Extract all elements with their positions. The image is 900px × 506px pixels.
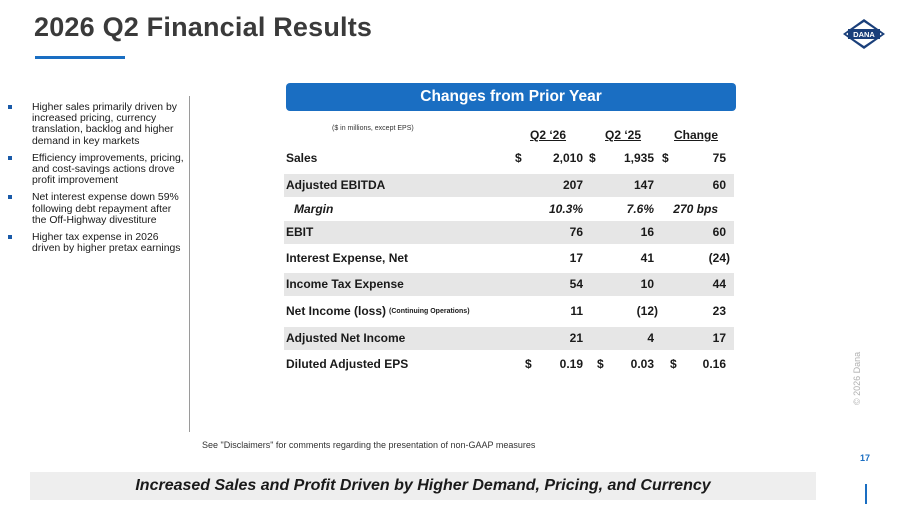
- cell-q2-26: 54: [569, 277, 583, 291]
- column-header-q2-25: Q2 ‘25: [605, 128, 642, 142]
- row-label: Interest Expense, Net: [286, 251, 409, 265]
- cell-q2-26: 11: [570, 304, 583, 318]
- footer-takeaway: Increased Sales and Profit Driven by Hig…: [30, 472, 816, 500]
- logo-text: DANA: [853, 30, 875, 39]
- units-note: ($ in millions, except EPS): [332, 125, 414, 132]
- cell-q2-25: 7.6%: [626, 202, 654, 216]
- dollar-sign: $: [589, 151, 596, 165]
- row-label: Adjusted Net Income: [286, 331, 406, 345]
- divider-line: [189, 96, 190, 432]
- dollar-sign: $: [662, 151, 669, 165]
- cell-q2-25: 10: [640, 277, 654, 291]
- bullet-item: Higher sales primarily driven by increas…: [8, 102, 186, 147]
- cell-change: (24): [708, 251, 730, 265]
- cell-q2-26: 2,010: [552, 151, 583, 165]
- column-header-change: Change: [674, 128, 719, 142]
- dollar-sign: $: [597, 357, 604, 371]
- table-row: EBIT 76 16 60: [284, 221, 734, 244]
- table-row: Sales $ 2,010 $ 1,935 $ 75: [284, 147, 734, 170]
- table-row: Adjusted EBITDA 207 147 60: [284, 174, 734, 197]
- table-row: Income Tax Expense 54 10 44: [284, 273, 734, 296]
- disclaimer-note: See "Disclaimers" for comments regarding…: [202, 440, 536, 450]
- table-row: Adjusted Net Income 21 4 17: [284, 327, 734, 350]
- cell-change: 60: [712, 225, 726, 239]
- cell-change: 17: [712, 331, 726, 345]
- bullet-item: Efficiency improvements, pricing, and co…: [8, 153, 186, 187]
- cell-q2-25: 16: [640, 225, 654, 239]
- dollar-sign: $: [525, 357, 532, 371]
- column-header-q2-26: Q2 ‘26: [530, 128, 567, 142]
- cell-q2-26: 207: [562, 178, 583, 192]
- row-label: Diluted Adjusted EPS: [286, 357, 409, 371]
- row-label-text: Net Income (loss): [286, 304, 387, 318]
- cell-change: 23: [712, 304, 726, 318]
- table-row: Interest Expense, Net 17 41 (24): [284, 247, 734, 270]
- cell-q2-25: 4: [647, 331, 654, 345]
- section-banner: Changes from Prior Year: [286, 83, 736, 111]
- cell-change: 44: [712, 277, 726, 291]
- copyright-text: © 2026 Dana: [852, 351, 862, 405]
- cell-change: 75: [712, 151, 726, 165]
- row-label: Sales: [286, 151, 318, 165]
- cell-q2-26: 76: [569, 225, 583, 239]
- cell-q2-26: 0.19: [559, 357, 583, 371]
- cell-q2-25: 1,935: [623, 151, 654, 165]
- title-underline: [35, 56, 125, 59]
- page-accent-bar: [865, 484, 867, 504]
- cell-change: 270 bps: [673, 202, 718, 216]
- cell-q2-25: 41: [640, 251, 654, 265]
- dana-logo: DANA: [843, 19, 885, 49]
- bullet-item: Higher tax expense in 2026 driven by hig…: [8, 232, 186, 254]
- table-row: Margin 10.3% 7.6% 270 bps: [284, 198, 734, 221]
- row-label: Income Tax Expense: [286, 277, 404, 291]
- page-number: 17: [860, 453, 871, 463]
- cell-q2-26: 10.3%: [548, 202, 583, 216]
- dollar-sign: $: [515, 151, 522, 165]
- cell-q2-25: 147: [633, 178, 654, 192]
- dollar-sign: $: [670, 357, 677, 371]
- cell-q2-26: 17: [569, 251, 583, 265]
- summary-bullets: Higher sales primarily driven by increas…: [8, 102, 186, 260]
- bullet-item: Net interest expense down 59% following …: [8, 192, 186, 226]
- table-row: Net Income (loss) (Continuing Operations)…: [284, 300, 734, 323]
- cell-q2-25: (12): [636, 304, 658, 318]
- row-sublabel: (Continuing Operations): [389, 308, 470, 315]
- slide-title: 2026 Q2 Financial Results: [34, 12, 373, 42]
- cell-change: 60: [712, 178, 726, 192]
- cell-q2-26: 21: [569, 331, 583, 345]
- cell-change: 0.16: [702, 357, 726, 371]
- row-label: Adjusted EBITDA: [286, 178, 386, 192]
- table-row: Diluted Adjusted EPS $ 0.19 $ 0.03 $ 0.1…: [284, 353, 734, 376]
- row-label: Net Income (loss) (Continuing Operations): [286, 300, 470, 323]
- row-label: Margin: [294, 202, 334, 216]
- row-label: EBIT: [286, 225, 314, 239]
- cell-q2-25: 0.03: [630, 357, 654, 371]
